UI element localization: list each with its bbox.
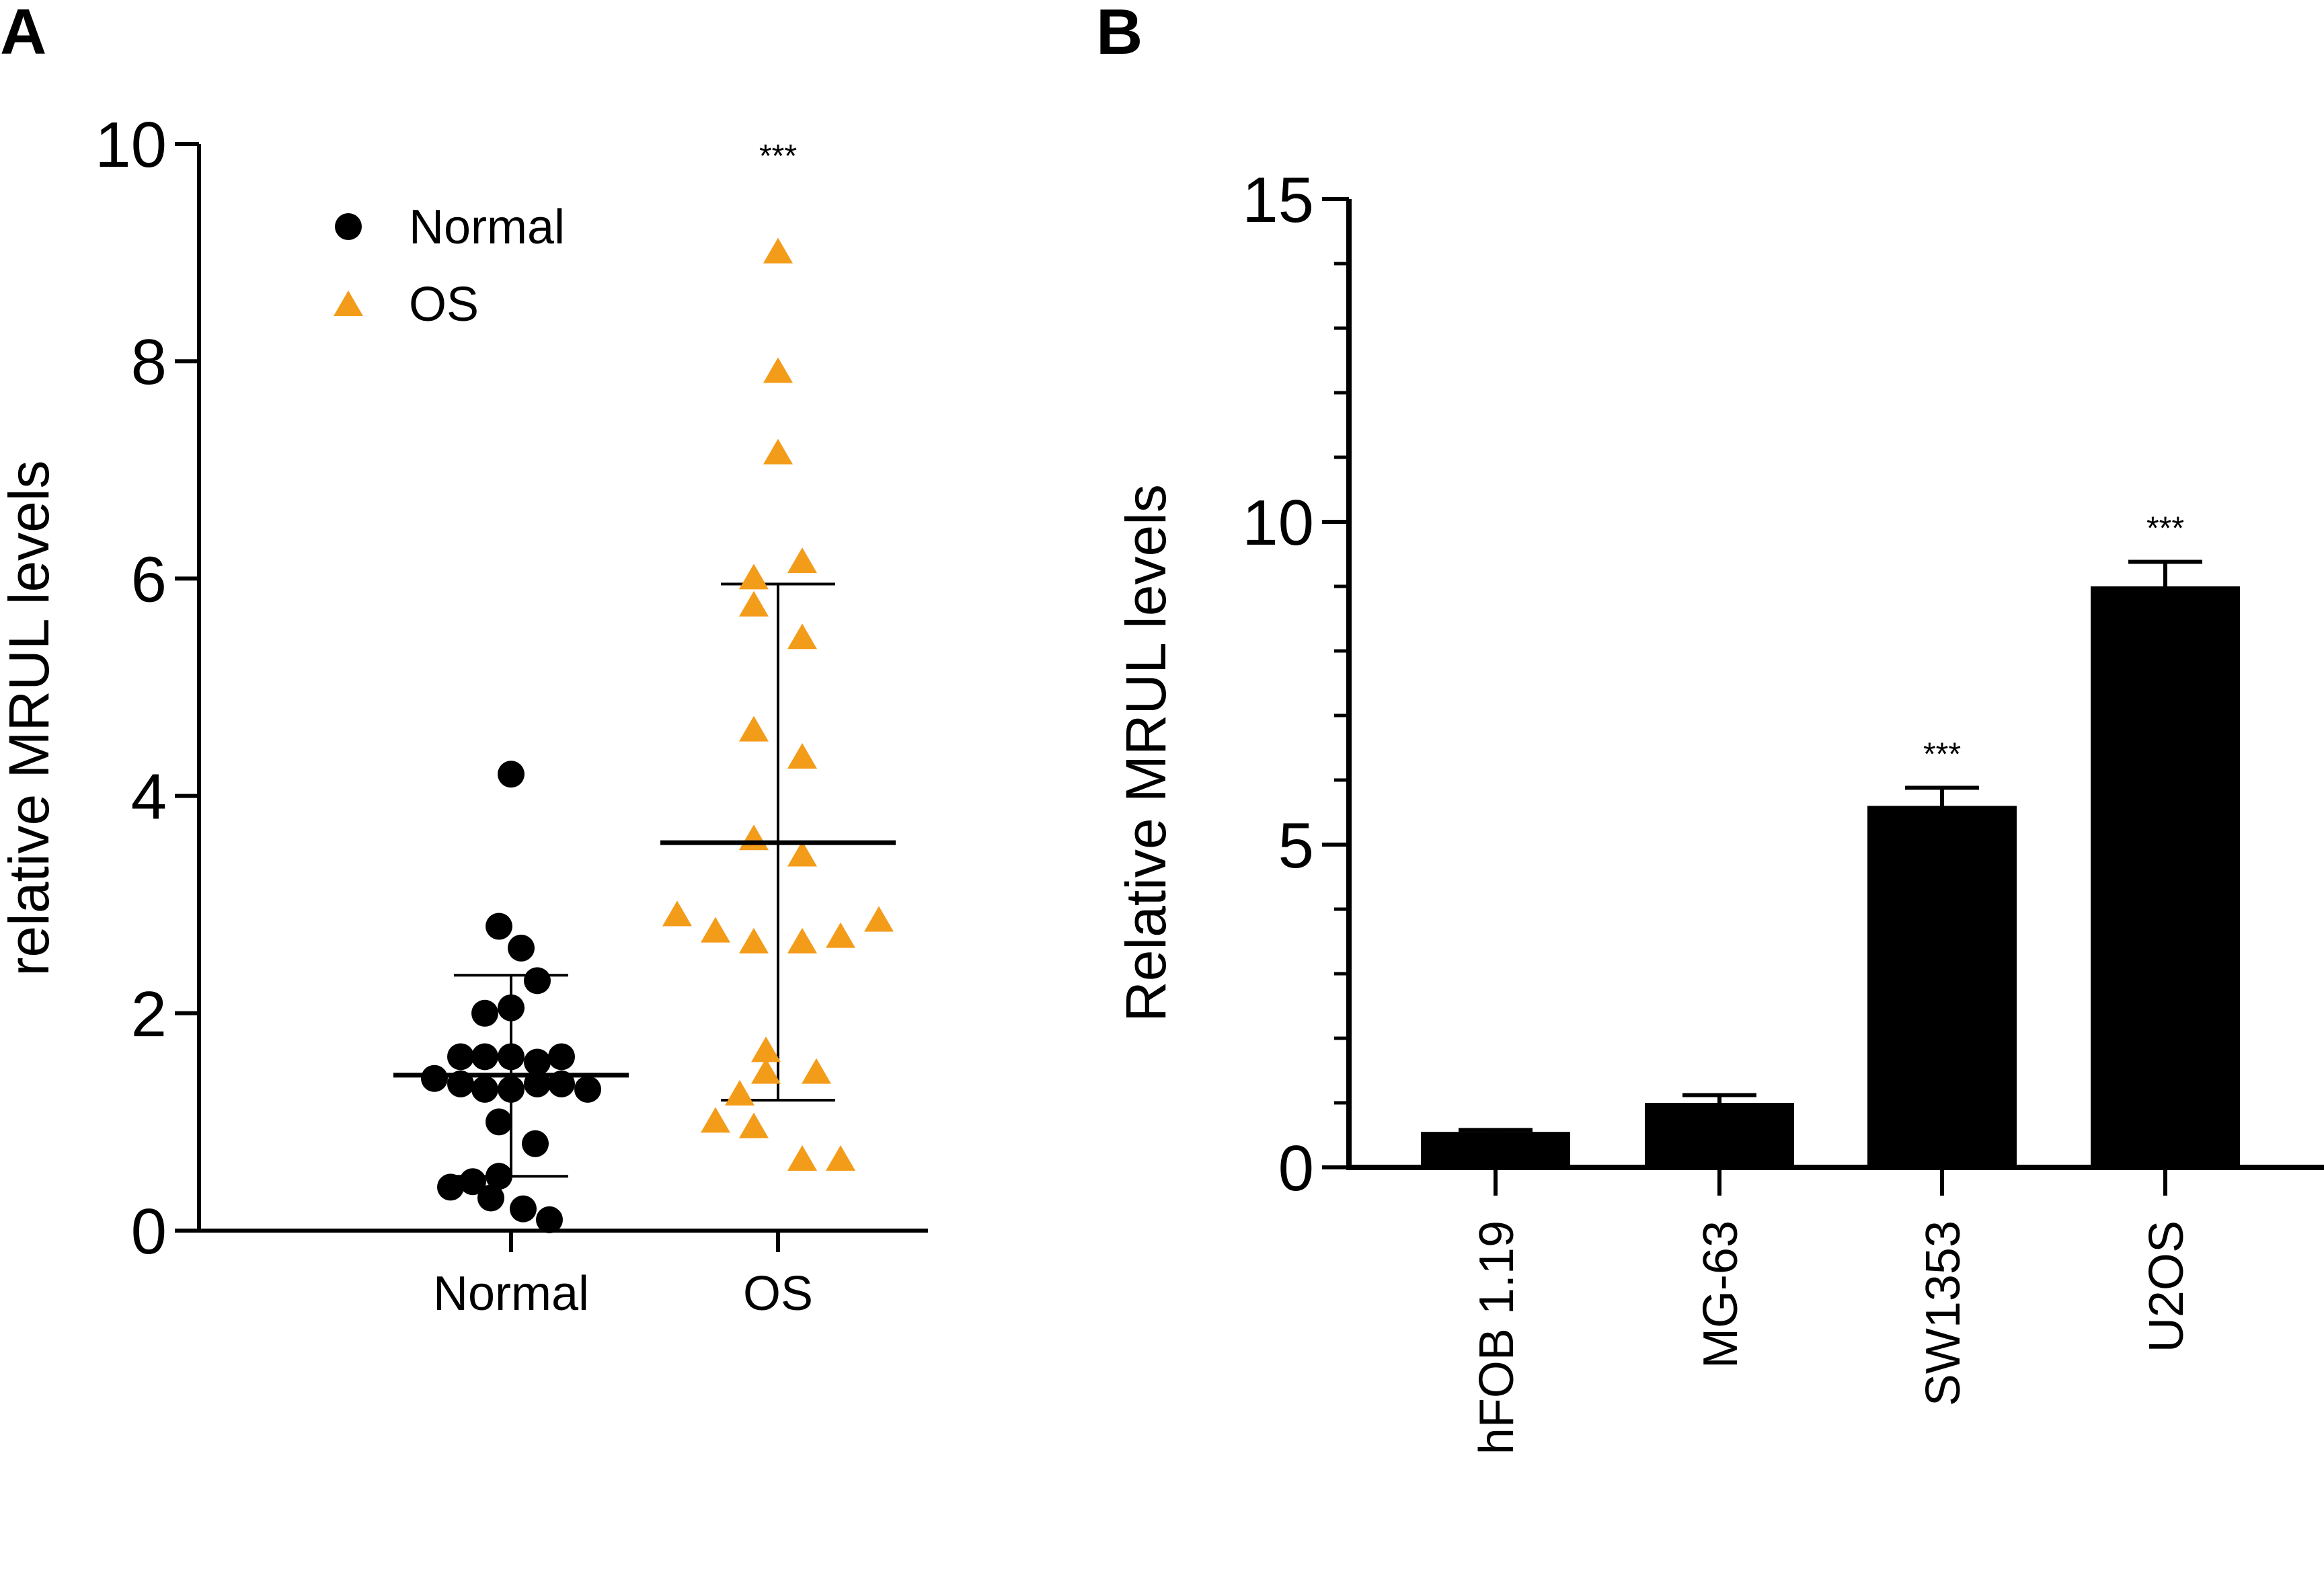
data-point-normal xyxy=(498,1043,525,1071)
panel-b-y-tick-label: 15 xyxy=(1242,164,1314,236)
panel-a-x-tick-label: OS xyxy=(743,1267,813,1321)
panel-b-y-tick-label: 10 xyxy=(1242,487,1314,559)
panel-b-x-tick-label: U2OS xyxy=(2140,1221,2194,1352)
panel-b-x-tick-label: hFOB 1.19 xyxy=(1470,1221,1524,1455)
data-point-normal xyxy=(522,1130,549,1157)
bar-sw1353 xyxy=(1867,806,2017,1167)
bar-hfob-1-19 xyxy=(1421,1132,1570,1167)
data-point-os xyxy=(701,917,730,943)
data-point-normal xyxy=(536,1206,563,1233)
data-point-os xyxy=(787,623,817,650)
panel-a-y-tick-label: 0 xyxy=(131,1196,167,1268)
panel-b-x-tick-label: SW1353 xyxy=(1916,1221,1970,1406)
data-point-os xyxy=(826,922,855,948)
data-point-os xyxy=(826,1145,855,1171)
data-point-normal xyxy=(437,1173,464,1201)
data-point-os xyxy=(751,1036,781,1062)
data-point-normal xyxy=(498,994,525,1021)
data-point-normal xyxy=(471,999,498,1027)
legend-os-label: OS xyxy=(409,278,479,332)
panel-a-y-tick-label: 4 xyxy=(131,761,167,833)
bar-mg-63 xyxy=(1645,1103,1794,1167)
data-point-normal xyxy=(486,913,512,940)
panel-a-y-axis-label: relative MRUL levels xyxy=(0,460,61,976)
panel-a-y-tick-label: 6 xyxy=(131,543,167,615)
data-point-os xyxy=(701,1107,730,1133)
panel-b-y-tick-label: 5 xyxy=(1278,810,1314,882)
data-point-normal xyxy=(498,1075,525,1103)
data-point-normal xyxy=(471,1075,498,1103)
data-point-os xyxy=(787,547,817,574)
panel-a-x-tick-label: Normal xyxy=(433,1267,589,1321)
data-point-os xyxy=(725,1080,754,1106)
data-point-os xyxy=(739,824,769,851)
significance-marker: *** xyxy=(759,139,797,174)
data-point-os xyxy=(739,590,769,617)
panel-b-y-axis-label: Relative MRUL levels xyxy=(1114,484,1177,1022)
panel-a-y-tick-label: 10 xyxy=(95,109,167,181)
panel-a-letter: A xyxy=(0,0,46,68)
data-point-normal xyxy=(459,1168,486,1196)
data-point-os xyxy=(787,927,817,954)
data-point-normal xyxy=(498,761,525,788)
data-point-normal xyxy=(421,1065,448,1092)
panel-a-scatter: relative MRUL levels Normal OS 0 2 4 6 8 10 No… xyxy=(0,109,928,1321)
data-point-normal xyxy=(477,1184,504,1212)
data-point-normal xyxy=(524,1048,551,1076)
legend-normal-label: Normal xyxy=(409,200,565,254)
legend: Normal OS xyxy=(334,200,565,332)
data-point-os xyxy=(802,1058,831,1084)
data-point-normal xyxy=(574,1075,601,1103)
data-point-normal xyxy=(510,1195,537,1223)
data-point-normal xyxy=(548,1043,575,1071)
significance-marker: *** xyxy=(1923,737,1961,773)
data-point-os xyxy=(739,927,769,954)
data-point-normal xyxy=(508,934,535,962)
data-point-normal xyxy=(524,967,551,995)
legend-normal-marker xyxy=(335,213,362,240)
data-point-os xyxy=(662,900,692,927)
data-point-normal xyxy=(486,1108,512,1136)
legend-os-marker xyxy=(334,291,363,316)
data-point-normal xyxy=(471,1043,498,1071)
significance-marker: *** xyxy=(2146,511,2184,547)
data-point-os xyxy=(787,841,817,867)
panel-b-bar-chart: Relative MRUL levels 0 5 10 15 hFOB 1.19 MG-6… xyxy=(1114,164,2324,1455)
data-point-os xyxy=(763,237,793,264)
data-point-normal xyxy=(447,1043,474,1071)
bar-u2os xyxy=(2091,586,2240,1167)
data-point-os xyxy=(739,715,769,742)
data-point-normal xyxy=(486,1163,512,1190)
panel-b-x-tick-label: MG-63 xyxy=(1694,1221,1748,1368)
panel-b-letter: B xyxy=(1096,0,1142,68)
panel-a-y-tick-label: 2 xyxy=(131,978,167,1050)
data-point-os xyxy=(739,564,769,590)
panel-b-y-tick-label: 0 xyxy=(1278,1132,1314,1204)
data-point-os xyxy=(763,357,793,383)
data-point-os xyxy=(787,1145,817,1171)
data-point-os xyxy=(763,438,793,465)
data-point-os xyxy=(739,1112,769,1138)
data-point-os xyxy=(751,1058,781,1084)
data-point-os xyxy=(864,906,894,932)
panel-a-y-tick-label: 8 xyxy=(131,326,167,398)
data-point-os xyxy=(787,743,817,769)
